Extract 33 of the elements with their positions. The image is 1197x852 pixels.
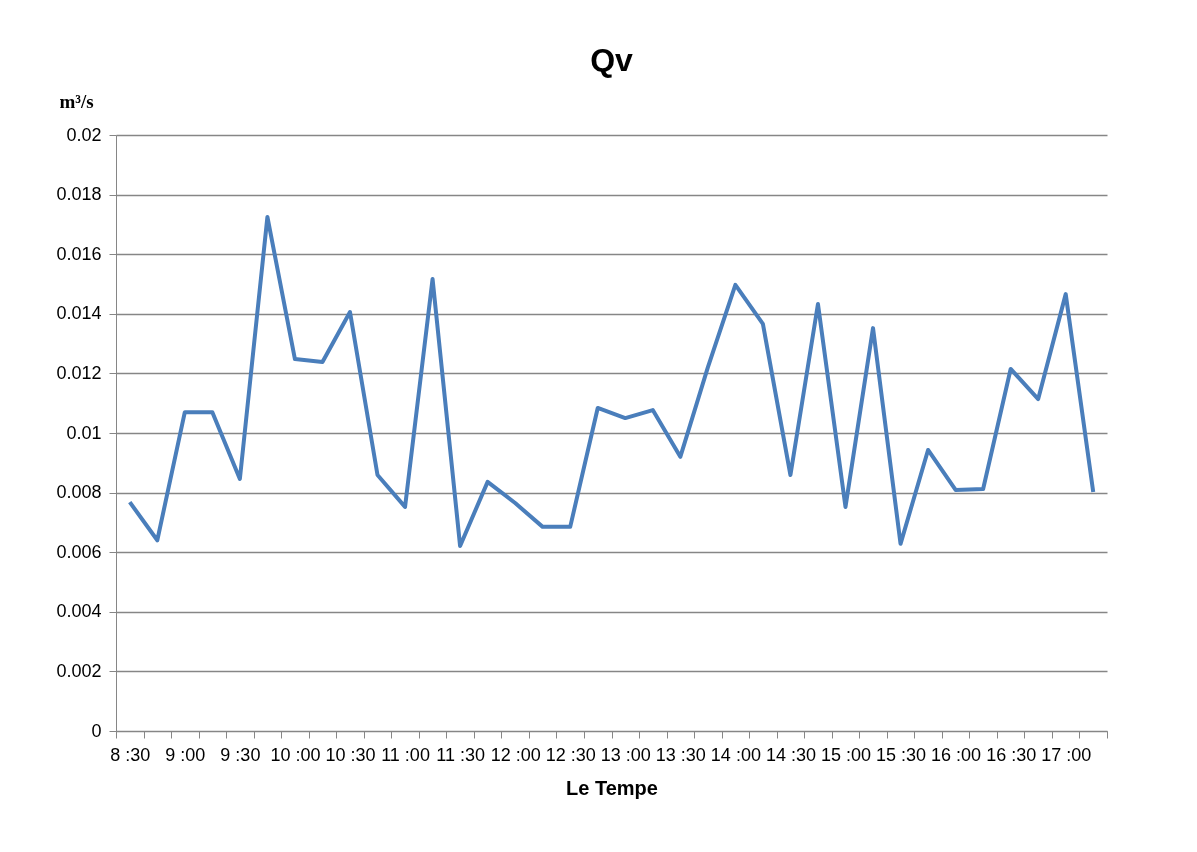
x-tick-label: 9 :00 bbox=[165, 744, 206, 765]
y-tick-label: 0 bbox=[91, 720, 102, 741]
chart-title: Qv bbox=[590, 42, 634, 78]
x-tick-label: 12 :30 bbox=[545, 744, 596, 765]
x-axis-title: Le Tempe bbox=[566, 776, 658, 799]
x-tick-label: 11 :30 bbox=[436, 744, 485, 765]
y-tick-label: 0.01 bbox=[66, 422, 102, 443]
line-series bbox=[127, 214, 1096, 548]
y-tick-label: 0.014 bbox=[56, 303, 102, 324]
y-tick-label: 0.004 bbox=[56, 601, 102, 622]
y-tick-label: 0.02 bbox=[66, 124, 102, 145]
x-tick-label: 10 :30 bbox=[325, 744, 376, 765]
x-tick-label: 8 :30 bbox=[110, 744, 151, 765]
y-axis-title: m³/s bbox=[59, 90, 94, 112]
y-tick-label: 0.006 bbox=[56, 541, 102, 562]
y-tick-label: 0.016 bbox=[56, 243, 102, 264]
x-tick-label: 13 :30 bbox=[655, 744, 706, 765]
x-tick-label: 16 :30 bbox=[986, 744, 1037, 765]
x-tick-label: 11 :00 bbox=[381, 744, 430, 765]
x-tick-label: 14 :00 bbox=[710, 744, 761, 765]
x-tick-label: 14 :30 bbox=[765, 744, 816, 765]
y-tick-label: 0.002 bbox=[56, 660, 102, 681]
x-tick-label: 15 :30 bbox=[876, 744, 927, 765]
y-tick-label: 0.018 bbox=[56, 184, 102, 205]
y-tick-label: 0.012 bbox=[56, 362, 102, 383]
x-tick-label: 16 :00 bbox=[931, 744, 982, 765]
x-tick-label: 9 :30 bbox=[220, 744, 261, 765]
x-tick-label: 17 :00 bbox=[1041, 744, 1092, 765]
y-tick-label: 0.008 bbox=[56, 482, 102, 503]
x-tick-label: 13 :00 bbox=[600, 744, 651, 765]
x-tick-label: 10 :00 bbox=[270, 744, 321, 765]
x-tick-label: 12 :00 bbox=[490, 744, 541, 765]
x-tick-label: 15 :00 bbox=[820, 744, 872, 765]
